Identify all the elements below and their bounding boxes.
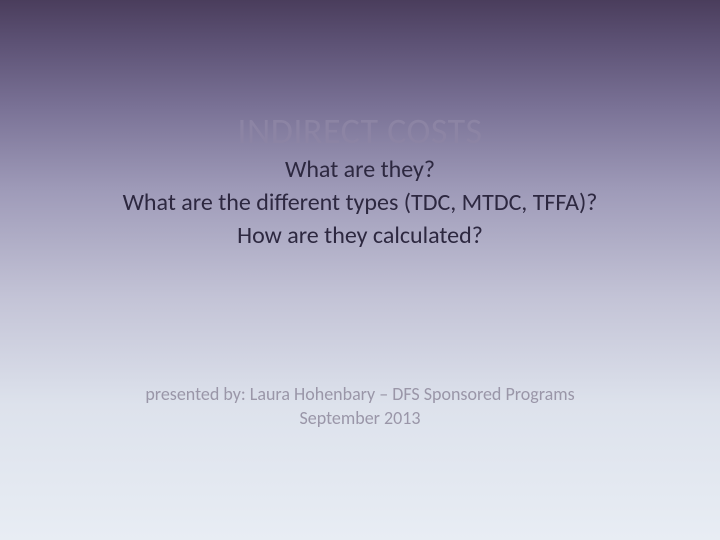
title-block: INDIRECT COSTS What are they? What are t… bbox=[0, 112, 720, 251]
presentation-slide: INDIRECT COSTS What are they? What are t… bbox=[0, 0, 720, 540]
presenter-block: presented by: Laura Hohenbary – DFS Spon… bbox=[0, 382, 720, 431]
presenter-line-1: presented by: Laura Hohenbary – DFS Spon… bbox=[0, 382, 720, 406]
presenter-line-2: September 2013 bbox=[0, 406, 720, 430]
subtitle-line-1: What are they? bbox=[0, 154, 720, 185]
slide-title: INDIRECT COSTS bbox=[0, 112, 720, 152]
subtitle-line-2: What are the different types (TDC, MTDC,… bbox=[0, 187, 720, 218]
subtitle-line-3: How are they calculated? bbox=[0, 220, 720, 251]
